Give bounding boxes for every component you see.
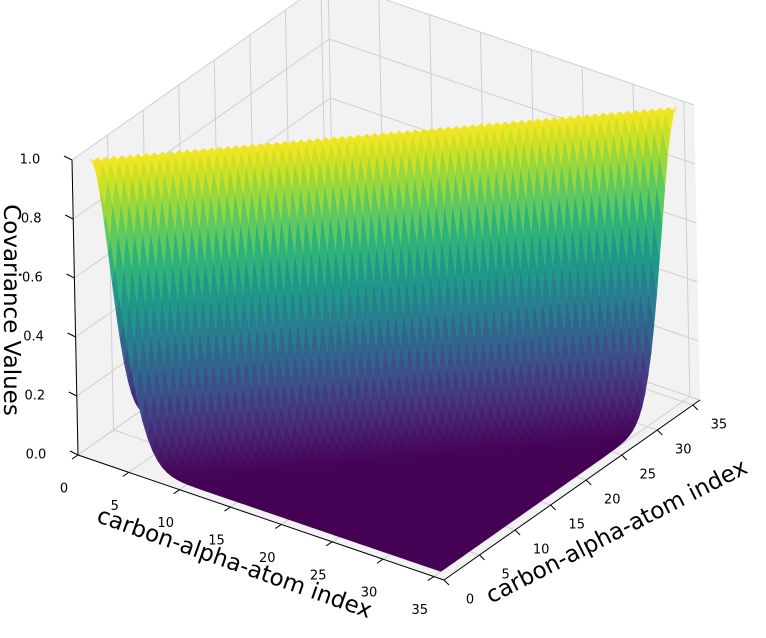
grid-line [683,101,691,397]
grid-line [385,0,695,106]
covariance-surface [89,105,678,572]
grid-line [71,0,301,161]
